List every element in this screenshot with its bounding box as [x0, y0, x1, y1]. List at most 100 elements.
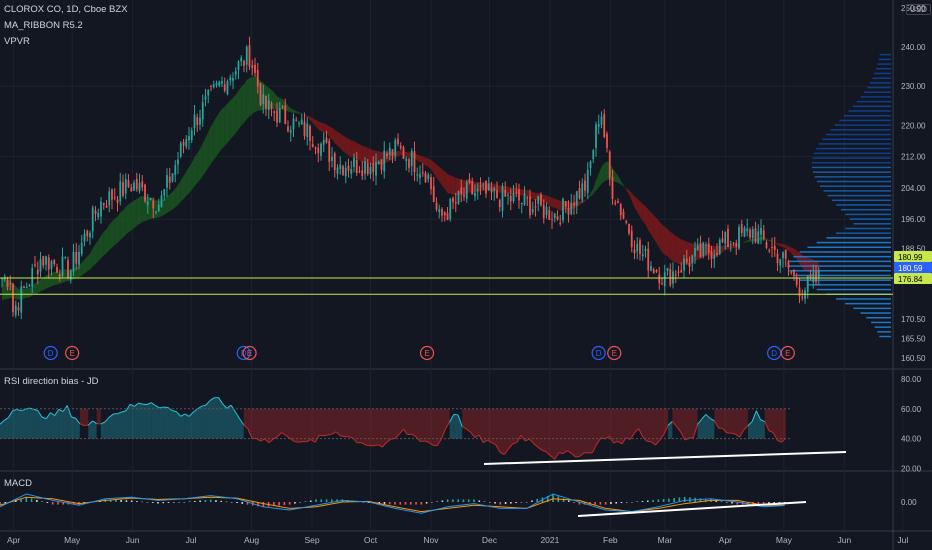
candle-body	[223, 84, 226, 91]
rsi-line	[33, 408, 38, 412]
rsi-fill	[537, 408, 543, 451]
macd-histogram-bar	[188, 501, 191, 502]
indicator-ma-ribbon[interactable]: MA_RIBBON R5.2	[4, 20, 83, 31]
candle-body	[586, 169, 589, 193]
rsi-line	[289, 437, 295, 442]
rsi-fill	[407, 408, 412, 435]
event-marker-label: E	[247, 349, 252, 358]
macd-histogram-bar	[194, 500, 196, 502]
ribbon-segment	[175, 185, 178, 208]
rsi-line	[617, 440, 623, 445]
candle-body	[273, 111, 276, 113]
rsi-fill	[483, 408, 488, 443]
rsi-line	[340, 435, 345, 438]
rsi-line	[172, 410, 177, 413]
ribbon-segment	[645, 206, 649, 231]
signal-line	[0, 496, 785, 513]
rsi-line	[45, 412, 51, 420]
candle-body	[336, 167, 339, 174]
ribbon-segment	[425, 157, 429, 167]
macd-histogram-bar	[336, 499, 338, 502]
rsi-title[interactable]: RSI direction bias - JD	[4, 376, 99, 387]
candle-body	[713, 254, 716, 259]
candle-body	[754, 228, 757, 243]
rsi-line	[306, 439, 312, 443]
candle-body	[779, 259, 782, 266]
macd-histogram-bar	[315, 499, 317, 502]
candle-body	[408, 159, 410, 168]
macd-histogram-bar	[620, 502, 623, 504]
horizontal-lines[interactable]	[0, 277, 893, 295]
macd-histogram-bar	[747, 502, 749, 505]
macd-histogram-bar	[378, 502, 380, 504]
candle-body	[757, 231, 760, 244]
candle-body	[317, 147, 320, 154]
indicator-vpvr[interactable]: VPVR	[4, 36, 30, 47]
rsi-line	[180, 413, 186, 417]
rsi-line	[487, 439, 492, 443]
rsi-line	[432, 444, 438, 447]
volume-profile-bar	[812, 157, 891, 159]
ribbon-segment	[620, 180, 624, 187]
candle-body	[138, 182, 141, 192]
volume-profile-bar	[849, 218, 891, 220]
rsi-fill	[260, 408, 265, 442]
candle-body	[168, 176, 171, 183]
volume-profile-bar	[874, 72, 891, 75]
candle-body	[61, 256, 64, 277]
macd-line	[0, 493, 785, 514]
rsi-fill	[147, 402, 152, 439]
rsi-line	[12, 408, 17, 412]
candle-body	[1, 278, 3, 280]
rsi-line	[7, 410, 14, 418]
price-tick-label: 212.00	[901, 153, 926, 162]
rsi-line	[705, 414, 711, 419]
rsi-line	[449, 414, 455, 423]
rsi-fill	[453, 414, 459, 439]
ribbon-segment	[590, 188, 594, 197]
ribbon-segment	[651, 212, 654, 240]
macd-histogram-bar	[515, 502, 517, 504]
candle-body	[773, 245, 776, 251]
candle-body	[812, 272, 815, 283]
rsi-line	[655, 439, 661, 446]
macd-title[interactable]: MACD	[4, 478, 32, 489]
ribbon-segment	[433, 162, 437, 178]
rsi-fill	[218, 397, 223, 439]
rsi-line	[348, 436, 354, 439]
rsi-fill	[231, 405, 236, 439]
rsi-fill	[676, 408, 681, 433]
ribbon-segment	[362, 145, 365, 163]
macd-histogram-bar	[436, 501, 438, 502]
macd-histogram-bar	[615, 502, 617, 504]
currency-badge[interactable]: USD	[906, 4, 931, 15]
rsi-fill	[605, 408, 610, 439]
ribbon-segment	[356, 142, 360, 161]
ribbon-segment	[43, 275, 46, 291]
macd-pane	[0, 493, 807, 517]
candle-body	[490, 187, 493, 193]
candle-body	[639, 240, 641, 254]
candle-body	[801, 296, 804, 298]
macd-histogram-bar	[489, 502, 491, 503]
ribbon-segment	[37, 279, 41, 294]
macd-histogram-bar	[283, 502, 286, 506]
symbol-title[interactable]: CLOROX CO, 1D, Cboe BZX	[4, 4, 128, 15]
rsi-line	[361, 442, 366, 446]
macd-histogram-bar	[183, 502, 186, 503]
candle-body	[251, 65, 254, 68]
rsi-line	[319, 434, 324, 437]
ribbon-segment	[54, 271, 57, 286]
rsi-fill	[693, 408, 698, 438]
candle-body	[661, 283, 663, 285]
rsi-line	[176, 411, 182, 417]
ribbon-segment	[95, 240, 99, 264]
macd-histogram-bar	[20, 498, 22, 502]
rsi-line	[205, 400, 211, 406]
rsi-fill	[663, 408, 669, 435]
rsi-fill	[571, 408, 576, 458]
ribbon-segment	[79, 262, 82, 278]
candle-body	[344, 167, 347, 177]
